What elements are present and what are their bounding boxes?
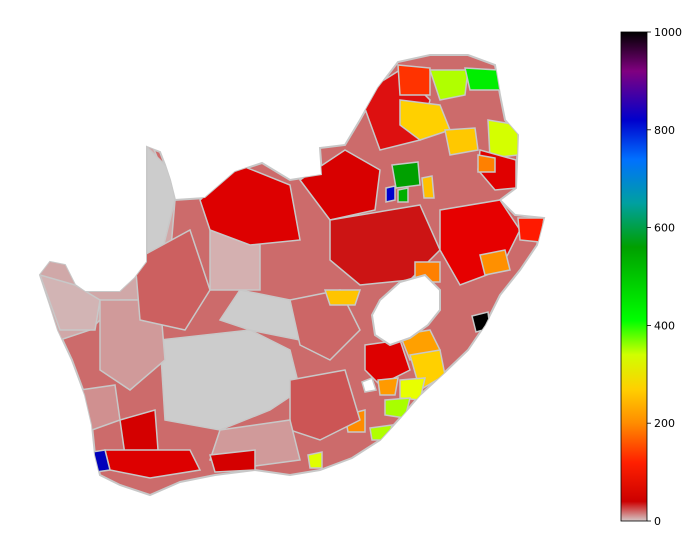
green-gauteng [391,161,421,189]
blue-gauteng [385,185,396,203]
lesotho [370,273,441,347]
colorbar-tick-label: 400 [654,319,675,332]
region-namaqua [40,273,101,331]
region-gauteng-yellow [421,175,435,199]
region-karoo-central [159,329,301,431]
colorbar-tick-label: 0 [654,515,661,528]
region-gauteng-green-small [397,187,409,203]
region-eastern-cape-green-b [369,424,394,441]
region-mpumalanga-orange [477,154,496,173]
regions-layer [40,64,544,479]
region-garden-route-red [209,449,256,473]
colorbar-tick-label: 1000 [654,26,682,39]
region-center-red [134,228,211,331]
region-karoo-north [218,289,302,341]
region-east-london-orange [377,377,399,396]
region-kzn-orange [479,249,511,276]
region-yellow-limpopo [399,99,451,141]
south-africa-map [38,54,546,497]
region-kzn-red-top [517,217,544,243]
colorbar-tick-label: 200 [654,417,675,430]
colorbar-ticks: 0 200 400 600 800 1000 [647,26,682,528]
yellow-green-northeast [487,119,519,159]
region-port-elizabeth-yellow [307,451,323,469]
region-mpumalanga-yellow [444,127,479,156]
region-limpopo-green-a [428,69,469,101]
region-limpopo-orange-top [397,64,431,96]
colorbar: 0 200 400 600 800 1000 [620,26,682,528]
region-eastern-cape-green [384,397,411,419]
enclave [361,377,377,393]
colorbar-tick-label: 800 [654,124,675,137]
colorbar-gradient [620,31,648,522]
region-eastern-cape-yellow-b [399,377,426,401]
region-yellow-free-state [323,289,362,306]
colorbar-tick-label: 600 [654,222,675,235]
